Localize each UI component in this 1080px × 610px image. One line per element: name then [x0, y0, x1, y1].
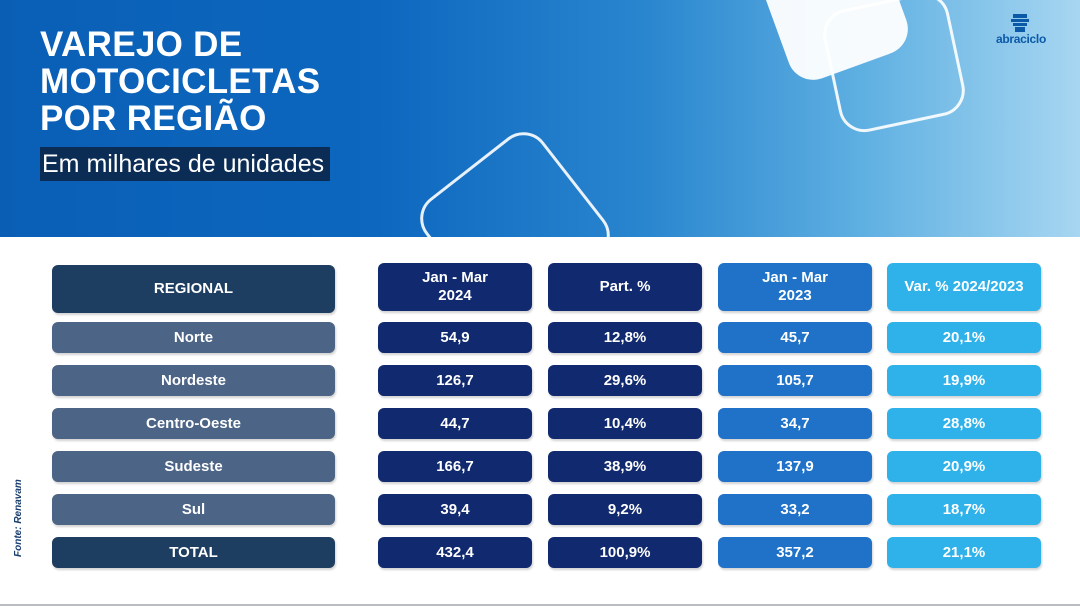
value-cell: 20,1%	[887, 322, 1041, 353]
header-var: Var. % 2024/2023	[887, 263, 1041, 311]
header-jan-mar-2024: Jan - Mar 2024	[378, 263, 532, 311]
value-cell: 18,7%	[887, 494, 1041, 525]
title-line: POR REGIÃO	[40, 99, 267, 138]
abraciclo-logo-icon	[1011, 14, 1029, 32]
value-cell: 34,7	[718, 408, 872, 439]
row-label-nordeste: Nordeste	[52, 365, 335, 396]
value-cell: 12,8%	[548, 322, 702, 353]
header-banner: VAREJO DE MOTOCICLETAS POR REGIÃO Em mil…	[0, 0, 1080, 237]
header-line: Jan - Mar	[762, 269, 828, 286]
row-label-centro-oeste: Centro-Oeste	[52, 408, 335, 439]
header-jan-mar-2023: Jan - Mar 2023	[718, 263, 872, 311]
value-cell: 19,9%	[887, 365, 1041, 396]
row-label-sudeste: Sudeste	[52, 451, 335, 482]
value-cell: 9,2%	[548, 494, 702, 525]
source-note: Fonte: Renavam	[13, 479, 24, 557]
value-cell: 54,9	[378, 322, 532, 353]
value-cell-total: 432,4	[378, 537, 532, 568]
bottom-divider	[0, 604, 1080, 606]
value-cell-total: 100,9%	[548, 537, 702, 568]
decorative-rounded-square-outline	[818, 0, 970, 137]
header-regional: REGIONAL	[52, 265, 335, 313]
value-cell-total: 21,1%	[887, 537, 1041, 568]
value-cell: 10,4%	[548, 408, 702, 439]
header-line: 2024	[438, 287, 472, 304]
logo-text: abraciclo	[996, 32, 1046, 46]
value-cell: 20,9%	[887, 451, 1041, 482]
row-label-total: TOTAL	[52, 537, 335, 568]
value-cell-total: 357,2	[718, 537, 872, 568]
header-part: Part. %	[548, 263, 702, 311]
value-cell: 28,8%	[887, 408, 1041, 439]
row-label-sul: Sul	[52, 494, 335, 525]
row-label-norte: Norte	[52, 322, 335, 353]
header-line: 2023	[778, 287, 812, 304]
value-cell: 45,7	[718, 322, 872, 353]
value-cell: 29,6%	[548, 365, 702, 396]
value-cell: 39,4	[378, 494, 532, 525]
header-line: Jan - Mar	[422, 269, 488, 286]
title-line: VAREJO DE	[40, 25, 243, 64]
value-cell: 44,7	[378, 408, 532, 439]
page-title: VAREJO DE MOTOCICLETAS POR REGIÃO	[40, 26, 420, 137]
value-cell: 166,7	[378, 451, 532, 482]
value-cell: 137,9	[718, 451, 872, 482]
value-cell: 105,7	[718, 365, 872, 396]
page-subtitle: Em milhares de unidades	[40, 147, 331, 181]
decorative-rounded-square-outline	[409, 121, 621, 237]
value-cell: 38,9%	[548, 451, 702, 482]
title-line: MOTOCICLETAS	[40, 62, 321, 101]
value-cell: 126,7	[378, 365, 532, 396]
value-cell: 33,2	[718, 494, 872, 525]
